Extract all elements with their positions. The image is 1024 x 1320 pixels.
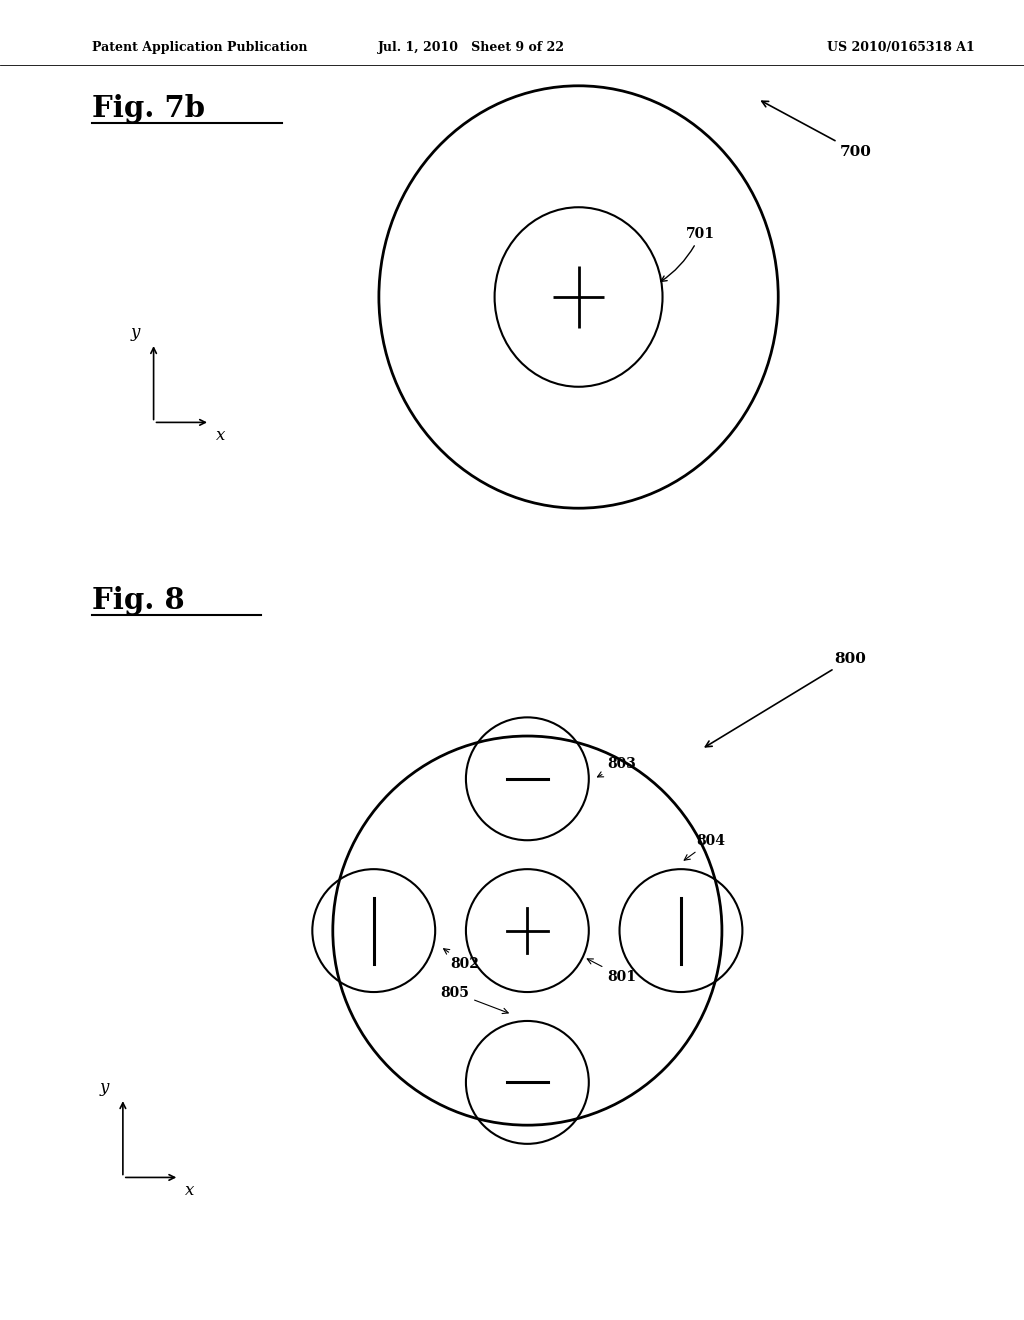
Text: Jul. 1, 2010   Sheet 9 of 22: Jul. 1, 2010 Sheet 9 of 22 xyxy=(378,41,564,54)
Text: 803: 803 xyxy=(597,758,636,777)
Text: Fig. 7b: Fig. 7b xyxy=(92,94,205,123)
Text: Fig. 8: Fig. 8 xyxy=(92,586,185,615)
Text: 804: 804 xyxy=(684,834,725,861)
Text: 802: 802 xyxy=(443,949,479,970)
Text: 701: 701 xyxy=(662,227,715,281)
Text: US 2010/0165318 A1: US 2010/0165318 A1 xyxy=(827,41,975,54)
Text: 800: 800 xyxy=(706,652,866,747)
Text: x: x xyxy=(184,1183,195,1199)
Text: x: x xyxy=(215,428,225,444)
Text: 801: 801 xyxy=(587,958,636,983)
Text: 805: 805 xyxy=(440,986,508,1014)
Text: y: y xyxy=(99,1080,110,1096)
Text: Patent Application Publication: Patent Application Publication xyxy=(92,41,307,54)
Text: y: y xyxy=(130,325,140,341)
Text: 700: 700 xyxy=(762,102,871,158)
